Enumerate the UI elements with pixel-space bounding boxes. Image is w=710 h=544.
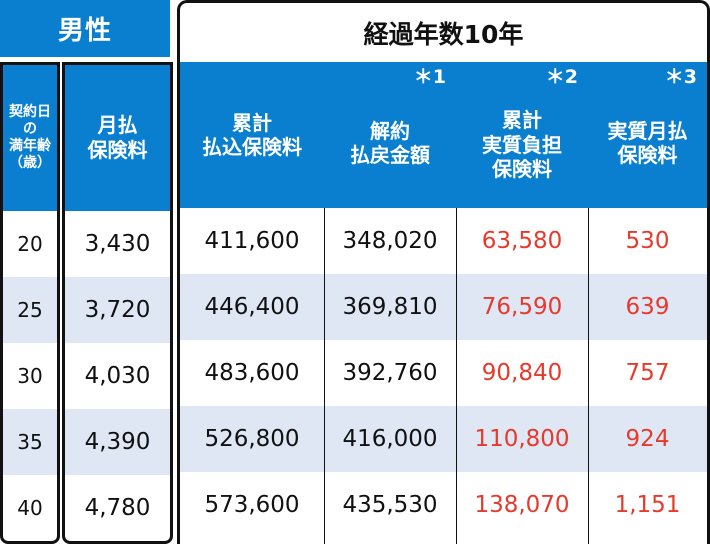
- burden-cell: 138,070: [474, 492, 570, 518]
- period-title: 経過年数10年: [177, 0, 710, 62]
- table-row: 483,600 392,760 90,840 757: [180, 340, 707, 406]
- age-cell: 30: [17, 364, 43, 388]
- cumulative-cell: 483,600: [204, 360, 300, 386]
- monthly-cell: 4,390: [84, 429, 151, 455]
- burden-header-line: 保険料: [492, 157, 552, 182]
- age-cell: 40: [17, 496, 43, 520]
- monthly-cell: 3,720: [84, 297, 151, 323]
- cumulative-header: 累計 払込保険料: [180, 62, 325, 208]
- age-header: 契約日 の 満年齢 （歳）: [3, 65, 57, 211]
- age-row: 25: [3, 277, 57, 343]
- burden-cell: 90,840: [481, 360, 563, 386]
- age-header-line: （歳）: [9, 154, 51, 171]
- age-cell: 35: [17, 430, 43, 454]
- ten-year-group: 累計 払込保険料 ＊1 解約 払戻金額 ＊2 累計 実質負担 保険料 ＊3 実質…: [177, 62, 710, 544]
- column-divider: [324, 208, 325, 544]
- gender-label: 男性: [0, 0, 170, 57]
- age-row: 30: [3, 343, 57, 409]
- note-mark: ＊1: [413, 66, 446, 88]
- burden-header: ＊2 累計 実質負担 保険料: [456, 62, 589, 208]
- cumulative-cell: 573,600: [204, 492, 300, 518]
- surrender-cell: 435,530: [342, 492, 438, 518]
- monthly-row: 4,030: [65, 343, 170, 409]
- effective-header-line: 実質月払: [607, 118, 688, 143]
- effective-cell: 639: [625, 294, 670, 320]
- table-row: 526,800 416,000 110,800 924: [180, 406, 707, 472]
- age-cell: 25: [17, 298, 43, 322]
- effective-cell: 757: [625, 360, 670, 386]
- monthly-cell: 4,030: [84, 363, 151, 389]
- effective-cell: 1,151: [614, 492, 681, 518]
- monthly-row: 4,390: [65, 409, 170, 475]
- monthly-column: 月払 保険料 3,430 3,720 4,030 4,390 4,780: [62, 62, 173, 544]
- age-header-line: の: [23, 121, 37, 138]
- cumulative-cell: 526,800: [204, 426, 300, 452]
- effective-header-line: 保険料: [617, 143, 678, 167]
- cumulative-cell: 411,600: [204, 228, 300, 254]
- monthly-header: 月払 保険料: [65, 65, 170, 211]
- age-row: 40: [3, 475, 57, 541]
- age-row: 20: [3, 211, 57, 277]
- effective-header: ＊3 実質月払 保険料: [588, 62, 707, 208]
- monthly-row: 3,720: [65, 277, 170, 343]
- monthly-header-line: 月払: [97, 113, 138, 137]
- burden-cell: 76,590: [481, 294, 563, 320]
- age-header-line: 契約日: [9, 104, 51, 121]
- note-mark: ＊3: [664, 66, 697, 88]
- surrender-cell: 416,000: [342, 426, 438, 452]
- cumulative-header-line: 累計: [232, 110, 272, 135]
- surrender-header: ＊1 解約 払戻金額: [324, 62, 457, 208]
- burden-header-line: 累計: [502, 108, 542, 133]
- monthly-cell: 4,780: [84, 495, 151, 521]
- surrender-cell: 348,020: [342, 228, 438, 254]
- monthly-row: 3,430: [65, 211, 170, 277]
- column-divider: [456, 208, 457, 544]
- table-row: 573,600 435,530 138,070 1,151: [180, 472, 707, 538]
- note-mark: ＊2: [545, 66, 578, 88]
- cumulative-header-line: 払込保険料: [202, 135, 302, 159]
- age-cell: 20: [17, 232, 43, 256]
- surrender-header-line: 払戻金額: [350, 143, 430, 167]
- effective-cell: 924: [625, 426, 670, 452]
- burden-header-line: 実質負担: [482, 132, 562, 157]
- cumulative-cell: 446,400: [204, 294, 300, 320]
- surrender-cell: 392,760: [342, 360, 438, 386]
- burden-cell: 110,800: [474, 426, 570, 452]
- column-divider: [588, 208, 589, 544]
- monthly-header-line: 保険料: [87, 138, 148, 162]
- table-row: 446,400 369,810 76,590 639: [180, 274, 707, 340]
- age-header-line: 満年齢: [9, 138, 51, 154]
- monthly-cell: 3,430: [84, 231, 151, 257]
- age-row: 35: [3, 409, 57, 475]
- surrender-header-line: 解約: [370, 118, 410, 143]
- monthly-row: 4,780: [65, 475, 170, 541]
- age-column: 契約日 の 満年齢 （歳） 20 25 30 35 40: [0, 62, 60, 544]
- effective-cell: 530: [625, 228, 670, 254]
- surrender-cell: 369,810: [342, 294, 438, 320]
- table-row: 411,600 348,020 63,580 530: [180, 208, 707, 274]
- burden-cell: 63,580: [481, 228, 563, 254]
